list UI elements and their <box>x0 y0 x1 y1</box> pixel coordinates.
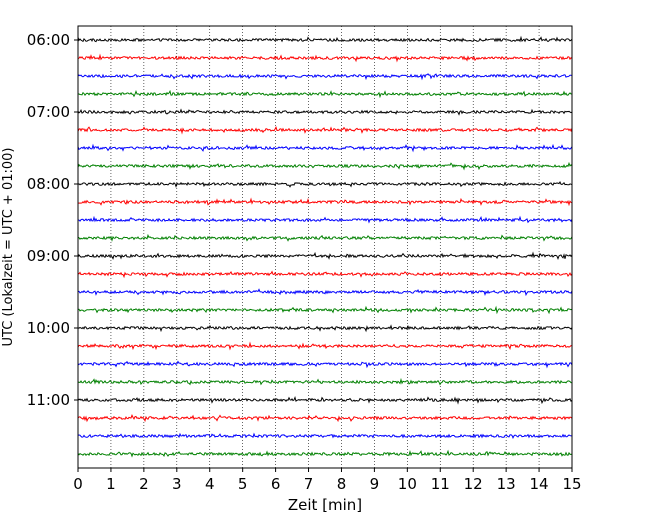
trace-line <box>77 180 573 189</box>
x-axis-label: Zeit [min] <box>288 496 362 514</box>
y-axis-label: UTC (Lokalzeit = UTC + 01:00) <box>1 148 16 347</box>
trace-line <box>77 305 573 315</box>
x-tick-label: 3 <box>172 475 182 493</box>
x-tick-label: 11 <box>431 475 450 493</box>
trace-line <box>77 108 573 116</box>
trace-line <box>77 413 573 423</box>
x-tick-label: 1 <box>106 475 116 493</box>
trace-line <box>77 449 573 458</box>
y-tick-label: 10:00 <box>27 319 70 337</box>
x-tick-label: 0 <box>73 475 83 493</box>
trace-line <box>77 197 573 207</box>
seismic-traces <box>77 35 573 458</box>
x-tick-label: 5 <box>238 475 248 493</box>
x-tick-label: 2 <box>139 475 149 493</box>
y-tick-label: 09:00 <box>27 247 70 265</box>
x-tick-label: 6 <box>271 475 281 493</box>
trace-line <box>77 251 573 261</box>
trace-line <box>77 89 573 99</box>
trace-line <box>77 377 573 386</box>
trace-line <box>77 432 573 439</box>
trace-line <box>77 125 573 135</box>
trace-line <box>77 161 573 171</box>
x-tick-label: 7 <box>304 475 314 493</box>
x-tick-label: 4 <box>205 475 215 493</box>
trace-line <box>77 215 573 224</box>
x-tick-label: 8 <box>337 475 347 493</box>
trace-line <box>77 288 573 297</box>
x-tick-label: 14 <box>530 475 549 493</box>
y-tick-label: 07:00 <box>27 103 70 121</box>
trace-line <box>77 35 573 43</box>
x-tick-label: 12 <box>464 475 483 493</box>
trace-line <box>77 53 573 63</box>
trace-line <box>77 360 573 369</box>
y-tick-label: 08:00 <box>27 175 70 193</box>
y-tick-label: 11:00 <box>27 391 70 409</box>
x-axis-ticks: 0 1 2 3 4 5 6 7 8 9 10 11 12 13 14 15 <box>73 468 582 493</box>
x-tick-label: 13 <box>497 475 516 493</box>
x-tick-label: 9 <box>370 475 380 493</box>
trace-line <box>77 341 573 351</box>
x-tick-label: 15 <box>562 475 581 493</box>
x-tick-label: 10 <box>398 475 417 493</box>
trace-line <box>77 73 573 81</box>
trace-line <box>77 270 573 279</box>
trace-line <box>77 233 573 242</box>
y-tick-label: 06:00 <box>27 31 70 49</box>
y-axis-ticks: 06:00 07:00 08:00 09:00 10:00 11:00 <box>27 31 78 409</box>
plot-frame <box>77 25 573 469</box>
trace-line <box>77 324 573 333</box>
trace-line <box>77 143 573 153</box>
trace-line <box>77 396 573 405</box>
